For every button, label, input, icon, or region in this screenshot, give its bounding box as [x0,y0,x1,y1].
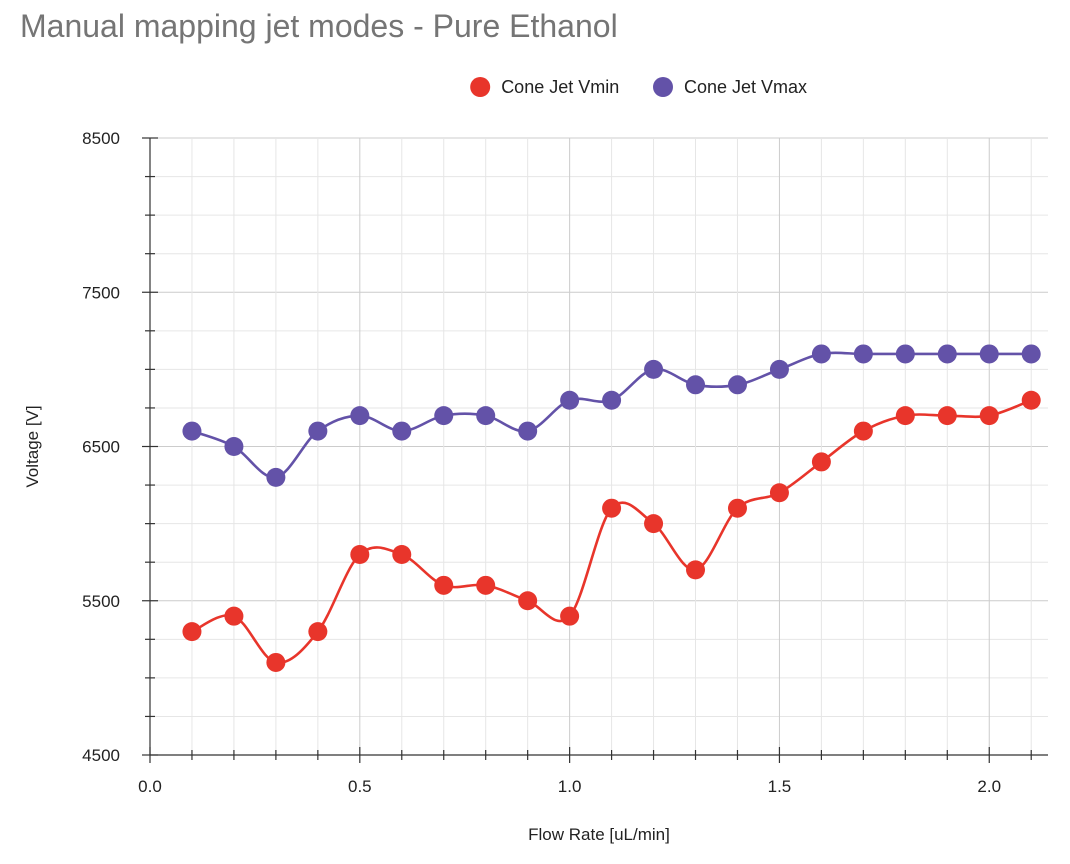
data-point-cone-jet-vmin[interactable] [602,498,622,518]
data-point-cone-jet-vmax[interactable] [224,437,244,456]
data-point-cone-jet-vmax[interactable] [853,344,873,364]
data-point-cone-jet-vmax[interactable] [182,421,202,441]
legend-item-cone-jet-vmin[interactable]: Cone Jet Vmin [470,77,619,97]
data-point-cone-jet-vmax[interactable] [937,344,957,364]
data-point-cone-jet-vmin[interactable] [769,483,789,503]
data-point-cone-jet-vmin[interactable] [727,498,747,518]
data-point-cone-jet-vmax[interactable] [602,390,622,410]
data-point-cone-jet-vmax[interactable] [518,421,538,441]
data-point-cone-jet-vmax[interactable] [266,467,286,487]
data-point-cone-jet-vmax[interactable] [434,406,454,426]
axes: 0.0 0.5 1.0 1.5 2.0 4500 5500 6500 7500 8500 Flow … [23,129,1048,844]
data-point-cone-jet-vmax[interactable] [308,421,328,441]
y-tick-label: 4500 [82,746,120,765]
x-axis-title: Flow Rate [uL/min] [528,825,670,844]
series-layer [182,344,1041,672]
series-cone-jet-vmin [182,390,1041,672]
x-tick-label: 0.5 [348,777,372,796]
y-tick-label: 5500 [82,592,120,611]
x-tick-label: 1.5 [768,777,792,796]
y-tick-label: 6500 [82,438,120,457]
data-point-cone-jet-vmax[interactable] [895,344,915,364]
y-axis-title: Voltage [V] [23,405,42,487]
y-tick-label: 8500 [82,129,120,148]
grid [150,137,1048,756]
data-point-cone-jet-vmax[interactable] [644,359,664,379]
data-point-cone-jet-vmax[interactable] [1021,344,1041,364]
data-point-cone-jet-vmin[interactable] [350,544,370,564]
data-point-cone-jet-vmax[interactable] [727,375,747,395]
data-point-cone-jet-vmax[interactable] [392,421,412,441]
x-tick-label: 2.0 [977,777,1001,796]
data-point-cone-jet-vmax[interactable] [769,359,789,379]
data-point-cone-jet-vmin[interactable] [644,514,664,534]
legend-item-cone-jet-vmax[interactable]: Cone Jet Vmax [653,77,807,97]
data-point-cone-jet-vmin[interactable] [182,622,202,642]
data-point-cone-jet-vmin[interactable] [560,606,580,626]
series-cone-jet-vmax [182,344,1041,487]
data-point-cone-jet-vmin[interactable] [434,575,454,595]
data-point-cone-jet-vmax[interactable] [979,344,999,364]
data-point-cone-jet-vmax[interactable] [686,375,706,395]
data-point-cone-jet-vmin[interactable] [937,406,957,426]
legend-marker [470,77,491,97]
data-point-cone-jet-vmin[interactable] [518,591,538,611]
data-point-cone-jet-vmax[interactable] [476,406,496,426]
data-point-cone-jet-vmin[interactable] [895,406,915,426]
data-point-cone-jet-vmin[interactable] [979,406,999,426]
data-point-cone-jet-vmin[interactable] [476,575,496,595]
data-point-cone-jet-vmin[interactable] [811,452,831,472]
data-point-cone-jet-vmin[interactable] [266,652,286,672]
data-point-cone-jet-vmin[interactable] [1021,390,1041,410]
legend[interactable]: Cone Jet Vmin Cone Jet Vmax [470,77,807,97]
y-tick-label: 7500 [82,283,120,302]
data-point-cone-jet-vmin[interactable] [686,560,706,580]
legend-label: Cone Jet Vmax [684,77,807,97]
data-point-cone-jet-vmax[interactable] [350,406,370,426]
legend-marker [653,77,673,97]
x-tick-label: 0.0 [138,777,162,796]
data-point-cone-jet-vmax[interactable] [811,344,831,364]
data-point-cone-jet-vmin[interactable] [224,606,244,626]
x-tick-label: 1.0 [558,777,582,796]
data-point-cone-jet-vmax[interactable] [560,390,580,410]
data-point-cone-jet-vmin[interactable] [853,421,873,441]
chart-title: Manual mapping jet modes - Pure Ethanol [20,8,618,44]
data-point-cone-jet-vmin[interactable] [392,544,412,564]
legend-label: Cone Jet Vmin [501,77,619,97]
data-point-cone-jet-vmin[interactable] [308,622,328,642]
